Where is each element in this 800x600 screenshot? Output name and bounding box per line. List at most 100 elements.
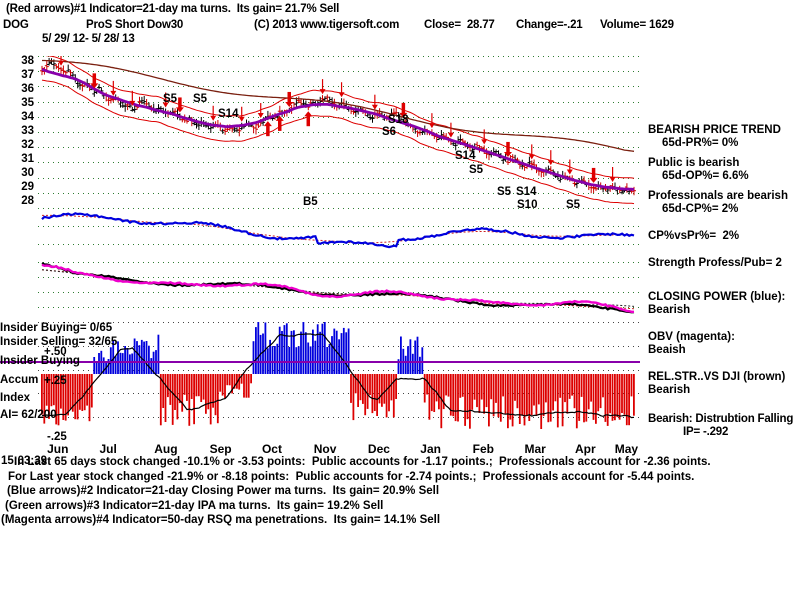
summary-line-3: (Blue arrows)#2 Indicator=21-day Closing… — [7, 485, 440, 498]
signal-label-b5: B5 — [303, 196, 318, 208]
signal-arrows — [58, 56, 616, 183]
closing-power-title: CLOSING POWER (blue): — [648, 291, 786, 303]
obv-panel — [38, 262, 640, 322]
y-tick-label: 30 — [21, 167, 34, 180]
accum-label-line3: Index — [0, 392, 31, 404]
header-ticker: DOG — [3, 19, 29, 31]
cp-vs-pr: CP%vsPr%= 2% — [648, 230, 740, 242]
public-value: 65d-OP%= 6.6% — [662, 170, 749, 182]
header-name: ProS Short Dow30 — [86, 19, 184, 31]
signal-label-s5: S5 — [469, 164, 484, 176]
closing-power-line — [41, 212, 635, 249]
x-tick-label-jul: Jul — [99, 442, 117, 456]
relative-strength-title: REL.STR..VS DJI (brown) — [648, 371, 786, 383]
y-tick-label: 35 — [21, 96, 34, 109]
lower-band-line — [41, 79, 635, 205]
closing-power-svg — [38, 208, 640, 249]
obv-svg — [38, 262, 640, 314]
closing-power-value: Bearish — [648, 304, 691, 316]
signal-label-s6: S6 — [382, 126, 397, 138]
accum-label-line2: Accum — [0, 374, 39, 386]
accum-index-svg — [38, 322, 640, 429]
signal-label-s5: S5 — [497, 186, 512, 198]
x-tick-label-mar: Mar — [524, 442, 546, 456]
obv-magenta-line — [41, 263, 634, 313]
analysis-info-panel: BEARISH PRICE TREND 65d-PR%= 0% Public i… — [648, 124, 800, 397]
accum-overlay-line — [41, 333, 635, 419]
x-tick-label-feb: Feb — [472, 442, 495, 456]
price-ohlc-bars — [40, 58, 636, 196]
y-tick-label: 29 — [21, 181, 34, 194]
ip-value: IP= -.292 — [683, 426, 729, 438]
accum-index-value: AI= 62/200 — [0, 409, 57, 421]
ip-title: Bearish: Distrubtion Falling — [648, 413, 794, 425]
y-tick-label: 33 — [21, 125, 34, 137]
price-chart-svg — [38, 56, 640, 205]
insider-buying-count: Insider Buying= 0/65 — [0, 322, 113, 334]
signal-label-s18: S18 — [388, 114, 409, 126]
signal-label-s5: S5 — [193, 93, 208, 105]
insider-selling-count: Insider Selling= 32/65 — [0, 336, 118, 348]
x-tick-label-apr: Apr — [575, 442, 596, 456]
obv-ma-dotted-2 — [41, 269, 635, 307]
signal-label-s14: S14 — [455, 150, 476, 162]
summary-text-block: In Last 65 days stock changed -10.1% or … — [0, 455, 800, 528]
trend-title: BEARISH PRICE TREND — [648, 124, 781, 136]
accum-histogram-bars — [41, 322, 635, 429]
public-title: Public is bearish — [648, 157, 740, 169]
relative-strength-line — [42, 59, 635, 152]
x-tick-label-may: May — [614, 442, 639, 456]
signal-label-s14: S14 — [218, 108, 239, 120]
professionals-title: Professionals are bearish — [648, 190, 788, 202]
header-indicator-line: (Red arrows)#1 Indicator=21-day ma turns… — [6, 3, 340, 15]
moving-average-line — [41, 67, 635, 191]
signal-label-s10: S10 — [517, 199, 538, 211]
y-tick-label: 32 — [21, 139, 34, 152]
summary-line-5: (Magenta arrows)#4 Indicator=50-day RSQ … — [1, 514, 441, 527]
relative-strength-value: Bearish — [648, 384, 691, 396]
header-change: Change=-.21 — [516, 19, 583, 31]
y-tick-label: 31 — [21, 153, 34, 166]
closing-power-panel — [38, 208, 640, 262]
strength-profess-pub: Strength Profess/Pub= 2 — [648, 257, 782, 269]
y-tick-label: 34 — [21, 110, 34, 123]
scale-minus-25: -.25 — [47, 431, 67, 443]
scale-plus-25: +.25 — [44, 375, 67, 387]
signal-label-s5: S5 — [163, 93, 178, 105]
obv-title: OBV (magenta): — [648, 331, 735, 343]
accum-label-line1: Insider Buying — [0, 355, 80, 367]
summary-line-2: For Last year stock changed -21.9% or -8… — [8, 470, 695, 483]
summary-line-1: In Last 65 days stock changed -10.1% or … — [14, 456, 711, 468]
y-tick-label: 38 — [21, 54, 34, 67]
y-tick-label: 28 — [21, 195, 34, 208]
closing-power-gridlines — [38, 208, 640, 245]
summary-line-4: (Green arrows)#3 Indicator=21-day IPA ma… — [5, 499, 384, 512]
obv-ma-dotted — [41, 269, 635, 310]
chart-plot-area — [0, 56, 640, 441]
trend-value: 65d-PR%= 0% — [662, 137, 739, 149]
header-date-range: 5/ 29/ 12- 5/ 28/ 13 — [42, 33, 135, 45]
y-tick-label: 37 — [21, 68, 34, 81]
x-tick-label-oct: Oct — [261, 442, 282, 456]
header-copyright: (C) 2013 www.tigersoft.com — [254, 19, 400, 31]
closing-power-ma-dotted — [42, 214, 634, 244]
header-volume: Volume= 1629 — [600, 19, 674, 31]
price-panel — [38, 56, 640, 208]
obv-gridlines — [38, 262, 640, 308]
x-tick-label-nov: Nov — [313, 442, 337, 456]
signal-label-s14: S14 — [516, 186, 537, 198]
scale-plus-50: +.50 — [44, 346, 67, 358]
y-tick-label: 36 — [21, 82, 34, 95]
accumulation-index-panel — [38, 322, 640, 441]
x-tick-label-sep: Sep — [209, 442, 232, 456]
x-tick-label-jun: Jun — [47, 442, 69, 456]
professionals-value: 65d-CP%= 2% — [662, 203, 739, 215]
timestamp: 15:03:39 — [1, 455, 48, 467]
x-tick-label-aug: Aug — [154, 442, 178, 456]
upper-band-line — [45, 56, 635, 179]
signal-label-s5: S5 — [566, 199, 581, 211]
x-tick-label-jan: Jan — [420, 442, 441, 456]
insider-buying-divider — [0, 361, 640, 363]
header-close: Close= 28.77 — [424, 19, 495, 31]
